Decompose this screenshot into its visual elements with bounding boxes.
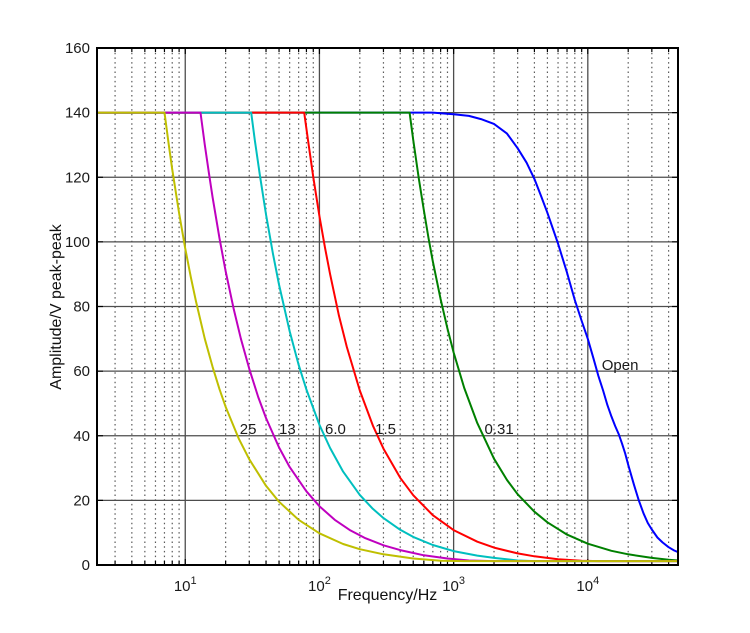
x-tick-exponent: 3 — [459, 575, 465, 587]
curve-label-6-0: 6.0 — [325, 421, 346, 438]
curve-label-1-5: 1.5 — [375, 421, 396, 438]
curve-label-open: Open — [602, 357, 639, 374]
x-tick-exponent: 4 — [593, 575, 599, 587]
curve-open — [96, 111, 679, 554]
curve-label-25: 25 — [240, 421, 257, 438]
curve-label-0-31: 0.31 — [485, 421, 514, 438]
x-tick-exponent: 2 — [325, 575, 331, 587]
x-axis-title: Frequency/Hz — [337, 587, 438, 604]
y-tick-label: 140 — [65, 105, 90, 122]
y-tick-label: 120 — [65, 169, 90, 186]
y-tick-label: 160 — [65, 40, 90, 57]
y-tick-label: 100 — [65, 234, 90, 251]
curve-0-31 — [96, 111, 679, 562]
y-tick-label: 0 — [82, 557, 90, 574]
y-axis-title: Amplitude/V peak-peak — [48, 224, 65, 390]
y-tick-label: 60 — [73, 363, 90, 380]
curve-25 — [96, 111, 679, 563]
y-tick-label: 40 — [73, 428, 90, 445]
curve-6-0 — [96, 111, 679, 563]
curve-1-5 — [96, 111, 679, 563]
x-tick-exponent: 1 — [191, 575, 197, 587]
plot-border — [96, 47, 679, 566]
curve-label-13: 13 — [279, 421, 296, 438]
curve-13 — [96, 111, 679, 563]
y-tick-label: 20 — [73, 492, 90, 509]
y-tick-label: 80 — [73, 299, 90, 316]
